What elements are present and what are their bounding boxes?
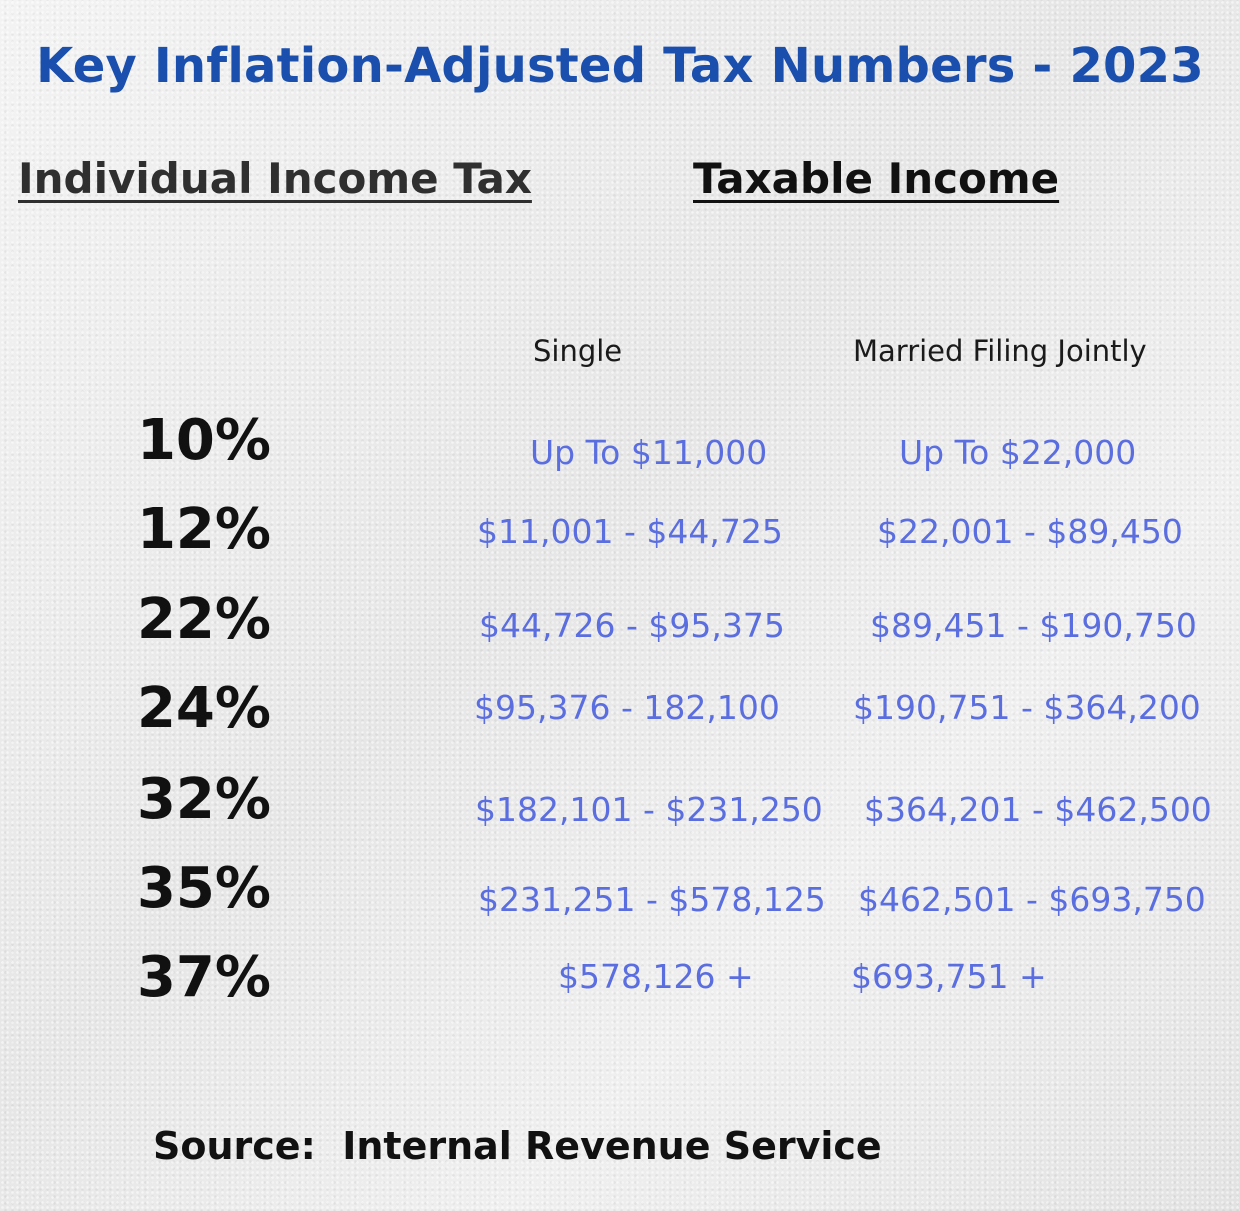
married-bracket-range: Up To $22,000 — [899, 433, 1137, 472]
tax-rate: 32% — [136, 767, 272, 832]
tax-rate: 10% — [136, 408, 272, 473]
single-bracket-range: $11,001 - $44,725 — [477, 512, 783, 551]
married-bracket-range: $89,451 - $190,750 — [870, 606, 1197, 645]
tax-rate: 35% — [136, 856, 272, 921]
single-bracket-range: Up To $11,000 — [530, 433, 768, 472]
single-bracket-range: $182,101 - $231,250 — [475, 790, 823, 829]
single-bracket-range: $231,251 - $578,125 — [478, 880, 826, 919]
tax-rate: 37% — [136, 945, 272, 1010]
married-bracket-range: $693,751 + — [851, 957, 1047, 996]
married-bracket-range: $22,001 - $89,450 — [877, 512, 1183, 551]
tax-rate: 12% — [136, 497, 272, 562]
married-bracket-range: $190,751 - $364,200 — [853, 688, 1201, 727]
married-column-header: Married Filing Jointly — [853, 334, 1147, 368]
married-bracket-range: $462,501 - $693,750 — [858, 880, 1206, 919]
single-bracket-range: $95,376 - 182,100 — [474, 688, 780, 727]
individual-income-tax-heading: Individual Income Tax — [18, 154, 532, 203]
married-bracket-range: $364,201 - $462,500 — [864, 790, 1212, 829]
single-bracket-range: $578,126 + — [558, 957, 754, 996]
source-note: Source: Internal Revenue Service — [153, 1124, 882, 1168]
single-column-header: Single — [533, 334, 623, 368]
tax-rate: 22% — [136, 587, 272, 652]
tax-rate: 24% — [136, 676, 272, 741]
single-bracket-range: $44,726 - $95,375 — [479, 606, 785, 645]
taxable-income-heading: Taxable Income — [693, 154, 1060, 203]
page-title: Key Inflation-Adjusted Tax Numbers - 202… — [36, 38, 1204, 94]
